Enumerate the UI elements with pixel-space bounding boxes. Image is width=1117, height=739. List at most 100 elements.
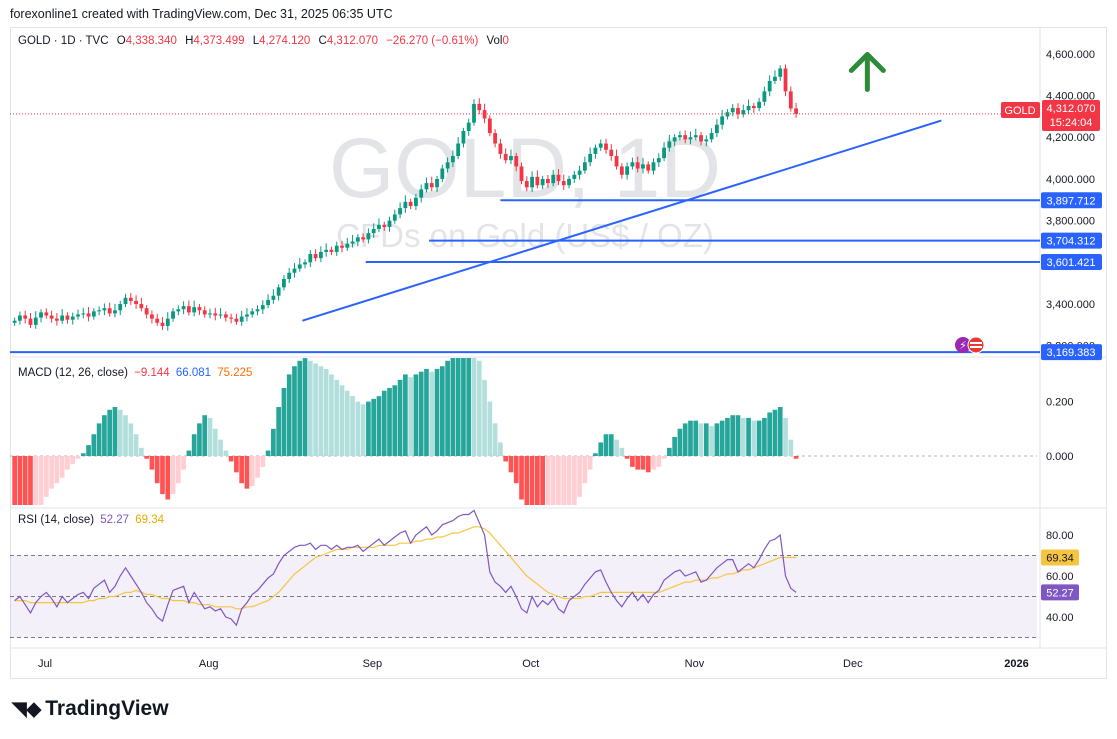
macd-bar [107,409,113,456]
candle-body [419,189,424,198]
candle-body [392,214,397,221]
macd-bar [234,456,239,473]
macd-bar [223,450,229,456]
candle-body [361,237,366,240]
macd-bar [735,415,741,456]
macd-bar [28,456,33,505]
price-axis-label: 4,600.000 [1046,49,1095,61]
macd-bar [344,390,350,456]
macd-axis-label: 0.200 [1046,397,1074,409]
candle-body [546,178,550,184]
macd-bar [751,420,757,456]
open-value: 4,338.340 [125,35,177,47]
macd-bar [624,456,630,459]
macd-bar [598,442,604,456]
macd-bar [535,456,540,505]
macd-bar [207,417,213,456]
candle-body [260,305,265,310]
macd-bar [725,417,730,456]
macd-bar [656,456,662,467]
macd-bar [144,456,149,459]
price-axis-label: 3,800.000 [1046,216,1095,228]
macd-bar [651,456,656,470]
macd-bar [556,456,561,505]
candle-body [487,118,492,134]
candle-body [641,164,645,169]
candle-body [81,313,86,315]
macd-bar [49,456,54,489]
macd-bar [630,456,635,467]
candle-body [197,307,202,311]
candle-body [598,143,603,148]
macd-bar [614,439,619,456]
candle-body [186,306,191,313]
candle-body [646,164,651,171]
candle-body [139,304,144,309]
candle-body [609,149,614,157]
macd-bar [492,423,498,456]
candle-body [535,176,540,186]
symbol-legend[interactable]: GOLD · 1D · TVC O4,338.340 H4,373.499 L4… [18,35,509,47]
macd-bar [476,360,482,456]
candle-body [33,317,38,325]
macd-bar [376,396,382,456]
macd-legend[interactable]: MACD (12, 26, close) −9.144 66.081 75.22… [18,367,252,379]
rsi-tag: 52.27 [1046,587,1074,599]
macd-name[interactable]: MACD (12, 26, close) [18,367,128,379]
macd-bar [550,456,556,505]
macd-bar [746,417,751,456]
axes: 4,600.000 4,400.000 4,200.000 4,000.000 3,80… [38,49,1102,670]
macd-bar [191,434,197,456]
candle-body [213,313,218,316]
macd-bar [149,456,155,470]
candle-body [70,316,75,320]
candle-body [672,137,677,142]
symbol-name[interactable]: GOLD · 1D · TVC [18,35,109,47]
rsi-axis-label: 40.00 [1046,612,1074,624]
macd-bar [545,456,551,505]
candle-body [155,318,160,323]
candle-body [398,208,402,215]
macd-bar [17,456,23,505]
rsi-ma-tag: 69.34 [1046,553,1074,565]
macd-bar [461,358,466,456]
macd-bar [54,456,60,484]
candle-body [202,310,207,315]
macd-bar [96,423,102,456]
macd-bar [139,447,144,456]
level-tag: 3,601.421 [1047,257,1096,269]
candle-body [134,300,138,305]
price-axis-label: 4,200.000 [1046,132,1095,144]
macd-bar [582,456,588,484]
candle-body [435,178,439,188]
macd-bar [693,420,699,456]
candle-body [250,311,255,315]
macd-bar [86,445,91,456]
candle-body [651,162,656,171]
rsi-value: 52.27 [100,514,130,526]
candle-body [794,108,798,114]
macd-bar [133,434,139,456]
macd-bar [408,377,413,456]
close-value: 4,312.070 [326,35,379,47]
candle-body [714,124,719,134]
macd-bar [762,417,767,456]
rsi-legend[interactable]: RSI (14, close) 52.27 69.34 [18,514,164,526]
candle-body [593,147,598,154]
macd-bar [498,442,503,456]
candle-body [709,133,714,140]
candle-body [23,315,28,319]
macd-bar [334,379,340,456]
macd-bar [434,368,440,456]
tradingview-logo[interactable]: ◥◆ TradingView [12,697,169,721]
chart-caption: forexonline1 created with TradingView.co… [10,7,393,21]
time-axis-label: Oct [522,658,539,670]
candle-body [313,254,318,259]
rsi-name[interactable]: RSI (14, close) [18,514,95,526]
macd-bar [540,456,545,505]
price-axis-label: 3,400.000 [1046,299,1095,311]
rsi-ma-line [14,526,797,610]
macd-bar [249,456,255,486]
candle-body [704,139,709,142]
